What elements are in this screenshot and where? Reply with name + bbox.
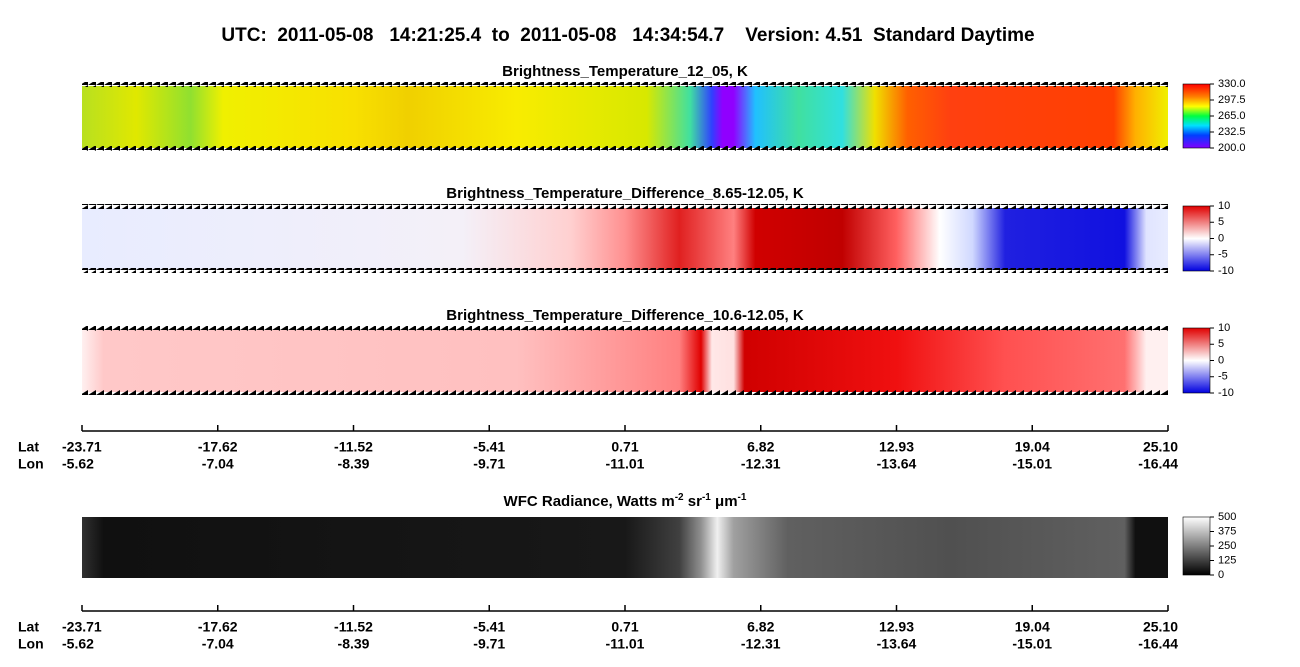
lon-label: -12.31 (741, 636, 781, 652)
panel-title: Brightness_Temperature_Difference_8.65-1… (446, 185, 804, 202)
image-strip (82, 330, 1168, 392)
colorbar-tick-label: 250 (1218, 540, 1236, 552)
colorbar (1182, 83, 1211, 149)
lon-label: -15.01 (1012, 636, 1052, 652)
lon-label: -11.01 (606, 456, 645, 472)
lat-label: -17.62 (198, 619, 238, 635)
lat-label: 25.10 (1143, 619, 1178, 635)
colorbar-tick-label: 10 (1218, 200, 1230, 212)
colorbar-tick-label: 0 (1218, 569, 1224, 581)
lon-label: -15.01 (1012, 456, 1052, 472)
title-part: sr (684, 493, 703, 510)
colorbar-tick-label: 200.0 (1218, 142, 1246, 154)
lat-label: 19.04 (1015, 619, 1050, 635)
colorbar (1182, 516, 1211, 576)
colorbar-tick-label: 330.0 (1218, 78, 1246, 90)
title-part: -2 (675, 492, 684, 503)
lon-label: -12.31 (741, 456, 781, 472)
lat-label: 12.93 (879, 619, 914, 635)
colorbar-tick-label: 265.0 (1218, 110, 1246, 122)
colorbar-tick-label: 5 (1218, 216, 1224, 228)
lon-label: -16.44 (1138, 456, 1178, 472)
axis-row-label: Lat (18, 619, 39, 635)
colorbar-tick-label: -5 (1218, 249, 1228, 261)
lon-label: -9.71 (473, 636, 505, 652)
colorbar-tick-label: 232.5 (1218, 126, 1246, 138)
title-part: WFC Radiance, Watts m (504, 493, 675, 510)
image-strip (82, 517, 1168, 578)
axis-row-label: Lon (18, 456, 44, 472)
colorbar-tick-label: 0 (1218, 232, 1224, 244)
colorbar (1182, 327, 1211, 394)
image-strip (82, 208, 1168, 270)
lon-label: -5.62 (62, 636, 94, 652)
title-part: -1 (738, 492, 747, 503)
axis-row-label: Lon (18, 636, 44, 652)
lon-label: -13.64 (877, 636, 917, 652)
lat-label: -11.52 (334, 619, 373, 635)
lon-label: -7.04 (202, 636, 234, 652)
colorbar-tick-label: 0 (1218, 354, 1224, 366)
panel-title: Brightness_Temperature_Difference_10.6-1… (446, 307, 804, 324)
title-part: -1 (702, 492, 711, 503)
lon-label: -5.62 (62, 456, 94, 472)
panel-title: Brightness_Temperature_12_05, K (502, 63, 748, 80)
colorbar-tick-label: 10 (1218, 322, 1230, 334)
lat-label: 6.82 (747, 619, 774, 635)
strip-edges (82, 82, 1168, 395)
lat-label: 25.10 (1143, 439, 1178, 455)
lat-label: -5.41 (473, 619, 505, 635)
lon-label: -16.44 (1138, 636, 1178, 652)
colorbar-tick-label: 375 (1218, 525, 1236, 537)
colorbar-tick-label: 5 (1218, 338, 1224, 350)
lon-label: -13.64 (877, 456, 917, 472)
colorbar-tick-label: 500 (1218, 511, 1236, 523)
lat-label: -23.71 (62, 439, 102, 455)
colorbar-tick-label: -5 (1218, 371, 1228, 383)
colorbar-tick-label: 125 (1218, 554, 1236, 566)
page-title: UTC: 2011-05-08 14:21:25.4 to 2011-05-08… (221, 25, 1034, 46)
strips (82, 82, 1211, 578)
lon-label: -9.71 (473, 456, 505, 472)
lat-label: -23.71 (62, 619, 102, 635)
colorbar-tick-label: -10 (1218, 387, 1234, 399)
lat-label: -17.62 (198, 439, 238, 455)
lon-label: -8.39 (338, 456, 370, 472)
image-strip (82, 86, 1168, 148)
colorbar (1182, 205, 1211, 272)
lat-label: 6.82 (747, 439, 774, 455)
lon-label: -8.39 (338, 636, 370, 652)
lat-label: 12.93 (879, 439, 914, 455)
lat-label: -5.41 (473, 439, 505, 455)
axis-row-label: Lat (18, 439, 39, 455)
lat-label: 19.04 (1015, 439, 1050, 455)
lon-label: -7.04 (202, 456, 234, 472)
colorbar-tick-label: -10 (1218, 265, 1234, 277)
colorbar-tick-label: 297.5 (1218, 94, 1246, 106)
lat-label: 0.71 (611, 439, 638, 455)
panel-title: WFC Radiance, Watts m-2 sr-1 μm-1 (504, 492, 747, 510)
lat-label: 0.71 (611, 619, 638, 635)
title-part: μm (711, 493, 738, 510)
lon-label: -11.01 (606, 636, 645, 652)
lat-label: -11.52 (334, 439, 373, 455)
